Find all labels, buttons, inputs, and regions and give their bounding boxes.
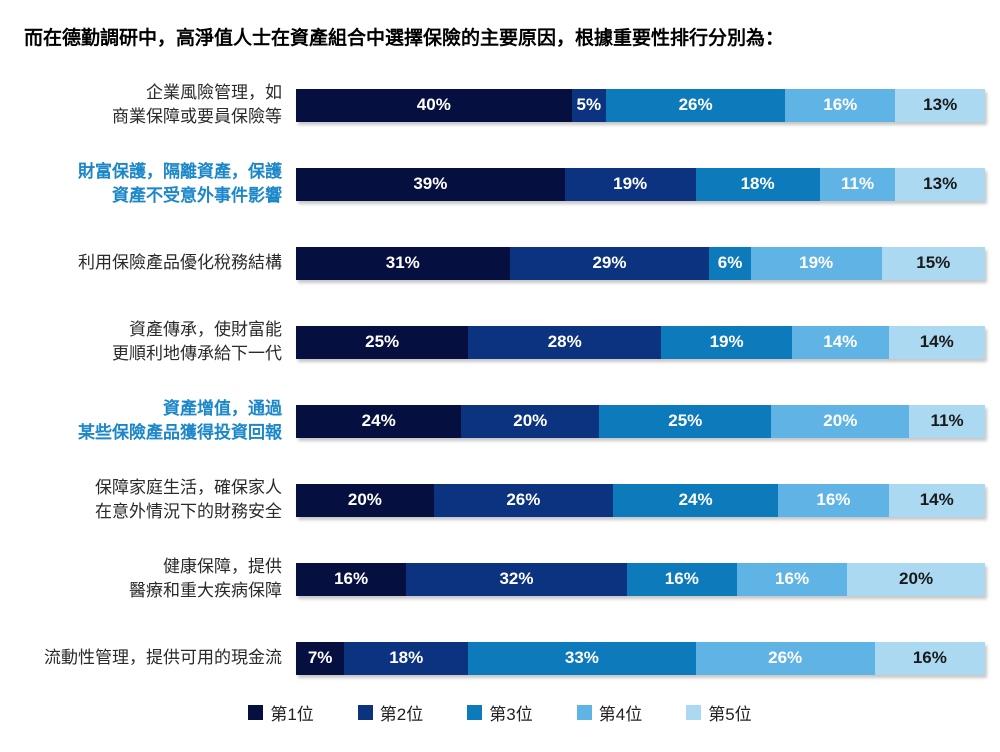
bar-segment-rank-3: 18% [695,167,820,201]
stacked-bar: 40% 5% 26% 16% 13% [296,88,985,122]
chart-row: 財富保護，隔離資產，保護 資產不受意外事件影響 39% 19% 18% 11% 13% [0,145,1000,224]
stacked-bar-chart: 企業風險管理，如 商業保障或要員保險等 40% 5% 26% 16% 13% 財富保護，隔離資… [0,66,1000,698]
bar-segment-rank-4: 16% [785,88,896,122]
legend-label: 第4位 [598,704,643,724]
chart-title: 而在德勤調研中，高淨值人士在資產組合中選擇保險的主要原因，根據重要性排行分別為： [24,28,785,49]
legend-swatch-icon [357,704,373,720]
bar-segment-rank-5: 16% [874,641,985,675]
legend-item: 第3位 [467,700,533,725]
bar-segment-rank-3: 25% [599,404,772,438]
chart-row: 保障家庭生活，確保家人 在意外情況下的財務安全 20% 26% 24% 16% 14% [0,461,1000,540]
chart-legend: 第1位 第2位 第3位 第4位 第5位 [0,700,1000,725]
stacked-bar: 20% 26% 24% 16% 14% [296,483,985,517]
legend-swatch-icon [248,704,264,720]
bar-segment-rank-4: 20% [771,404,910,438]
row-category-label: 財富保護，隔離資產，保護 資產不受意外事件影響 [78,161,282,206]
bar-segment-rank-4: 16% [736,562,848,596]
chart-row: 流動性管理，提供可用的現金流 7% 18% 33% 26% 16% [0,619,1000,698]
bar-segment-rank-1: 20% [296,483,434,517]
bar-segment-rank-2: 19% [564,167,696,201]
bar-segment-rank-2: 18% [344,641,469,675]
chart-row: 資產增值，通過 某些保險產品獲得投資回報 24% 20% 25% 20% 11% [0,382,1000,461]
stacked-bar: 7% 18% 33% 26% 16% [296,641,985,675]
stacked-bar: 25% 28% 19% 14% 14% [296,325,985,359]
row-category-label: 健康保障，提供 醫療和重大疾病保障 [129,556,282,601]
bar-segment-rank-4: 19% [750,246,882,280]
chart-row: 企業風險管理，如 商業保障或要員保險等 40% 5% 26% 16% 13% [0,66,1000,145]
bar-segment-rank-2: 20% [461,404,600,438]
legend-swatch-icon [467,704,483,720]
bar-segment-rank-1: 16% [296,562,407,596]
bar-segment-rank-4: 26% [695,641,875,675]
row-category-label: 資產傳承，使財富能 更順利地傳承給下一代 [112,319,282,364]
bar-segment-rank-5: 15% [881,246,985,280]
bar-segment-rank-3: 26% [606,88,786,122]
row-category-label: 流動性管理，提供可用的現金流 [44,647,282,667]
bar-segment-rank-5: 13% [895,88,985,122]
bar-segment-rank-5: 20% [847,562,985,596]
row-category-label: 企業風險管理，如 商業保障或要員保險等 [112,82,282,127]
bar-segment-rank-5: 14% [888,325,985,359]
bar-segment-rank-2: 5% [571,88,607,122]
legend-item: 第4位 [576,700,643,725]
legend-label: 第3位 [489,704,533,724]
bar-segment-rank-5: 13% [895,167,985,201]
bar-segment-rank-1: 7% [296,641,345,675]
bar-segment-rank-3: 16% [626,562,737,596]
legend-label: 第5位 [708,704,752,724]
bar-segment-rank-2: 26% [433,483,613,517]
stacked-bar: 39% 19% 18% 11% 13% [296,167,985,201]
bar-segment-rank-1: 24% [296,404,462,438]
bar-segment-rank-3: 33% [468,641,696,675]
bar-segment-rank-5: 14% [888,483,985,517]
stacked-bar: 31% 29% 6% 19% 15% [296,246,985,280]
legend-label: 第1位 [270,704,314,724]
bar-segment-rank-3: 19% [661,325,793,359]
bar-segment-rank-1: 31% [296,246,510,280]
bar-segment-rank-1: 40% [296,88,572,122]
bar-segment-rank-3: 6% [709,246,751,280]
chart-row: 資產傳承，使財富能 更順利地傳承給下一代 25% 28% 19% 14% 14% [0,303,1000,382]
legend-item: 第1位 [248,700,314,725]
legend-item: 第2位 [357,700,424,725]
bar-segment-rank-2: 29% [509,246,710,280]
bar-segment-rank-1: 25% [296,325,469,359]
bar-segment-rank-1: 39% [296,167,565,201]
stacked-bar: 16% 32% 16% 16% 20% [296,562,985,596]
bar-segment-rank-4: 16% [778,483,889,517]
bar-segment-rank-2: 28% [468,325,662,359]
legend-label: 第2位 [379,704,424,724]
row-category-label: 利用保險產品優化稅務結構 [78,252,282,272]
chart-row: 健康保障，提供 醫療和重大疾病保障 16% 32% 16% 16% 20% [0,540,1000,619]
legend-swatch-icon [686,704,702,720]
row-category-label: 資產增值，通過 某些保險產品獲得投資回報 [78,398,282,443]
bar-segment-rank-4: 14% [792,325,889,359]
row-category-label: 保障家庭生活，確保家人 在意外情況下的財務安全 [95,477,282,522]
bar-segment-rank-2: 32% [406,562,627,596]
bar-segment-rank-5: 11% [909,404,985,438]
stacked-bar: 24% 20% 25% 20% 11% [296,404,985,438]
chart-row: 利用保險產品優化稅務結構 31% 29% 6% 19% 15% [0,224,1000,303]
bar-segment-rank-4: 11% [819,167,896,201]
legend-swatch-icon [576,704,592,720]
legend-item: 第5位 [686,700,752,725]
bar-segment-rank-3: 24% [612,483,779,517]
